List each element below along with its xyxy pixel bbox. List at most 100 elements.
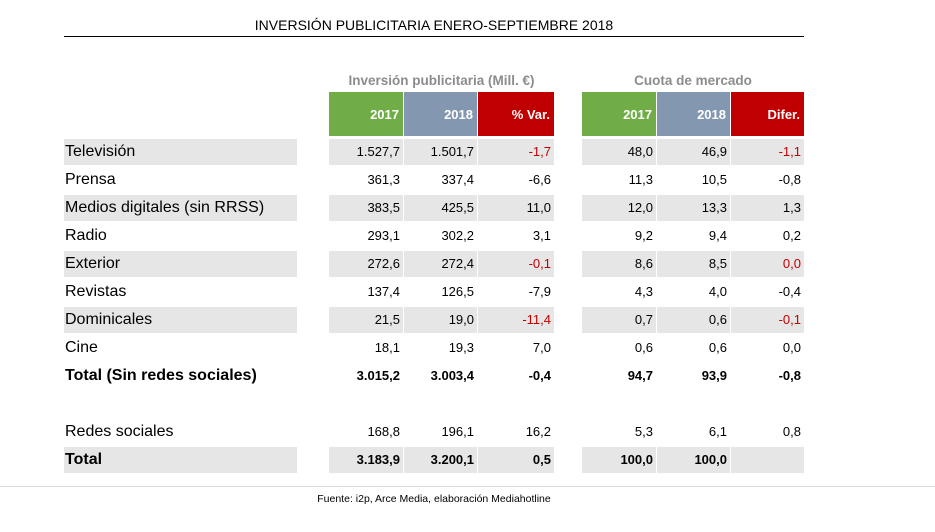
cell-share-difer: 0,8 — [782, 424, 801, 439]
table-row: Televisión 1.527,7 1.501,7 -1,7 48,0 46,9 -1,1 — [0, 139, 935, 165]
cell-inv-2017: 293,1 — [367, 228, 400, 243]
cell-inv-2017: 137,4 — [367, 284, 400, 299]
header-inv-2017: 2017 — [329, 92, 403, 136]
cell-inv-var: 16,2 — [525, 424, 551, 439]
cell-share-2018: 6,1 — [708, 424, 727, 439]
cell-share-2017: 8,6 — [582, 251, 656, 277]
cell-inv-2017: 3.183,9 — [329, 447, 403, 473]
cell-inv-2018: 196,1 — [441, 424, 474, 439]
cell-inv-2018: 302,2 — [441, 228, 474, 243]
header-share-2017: 2017 — [582, 92, 656, 136]
cell-inv-2017: 18,1 — [374, 340, 400, 355]
row-label: Cine — [65, 339, 98, 356]
cell-inv-var: 11,0 — [478, 195, 554, 221]
cell-share-2017: 5,3 — [634, 424, 653, 439]
cell-share-difer: -1,1 — [731, 139, 804, 165]
cell-inv-2017: 168,8 — [367, 424, 400, 439]
cell-inv-var: -11,4 — [478, 307, 554, 333]
cell-share-2018: 13,3 — [657, 195, 730, 221]
cell-share-difer — [731, 447, 804, 473]
row-label: Medios digitales (sin RRSS) — [64, 195, 297, 221]
row-label: Redes sociales — [65, 423, 174, 440]
row-label: Radio — [65, 227, 107, 244]
title-underline — [64, 36, 804, 37]
row-label: Televisión — [64, 139, 297, 165]
row-label: Total — [64, 447, 297, 473]
cell-share-2017: 0,6 — [634, 340, 653, 355]
cell-share-2017: 9,2 — [634, 228, 653, 243]
cell-share-2017: 4,3 — [634, 284, 653, 299]
table-row: Medios digitales (sin RRSS) 383,5 425,5 11,… — [0, 195, 935, 221]
cell-share-2017: 0,7 — [582, 307, 656, 333]
cell-inv-2017: 361,3 — [367, 172, 400, 187]
row-label: Dominicales — [64, 307, 297, 333]
cell-share-difer: -0,8 — [778, 368, 801, 383]
cell-share-difer: -0,4 — [778, 284, 801, 299]
cell-inv-var: -7,9 — [528, 284, 551, 299]
cell-share-2018: 10,5 — [701, 172, 727, 187]
source-note: Fuente: i2p, Arce Media, elaboración Med… — [317, 493, 551, 505]
cell-inv-2018: 425,5 — [404, 195, 477, 221]
table-title: INVERSIÓN PUBLICITARIA ENERO-SEPTIEMBRE … — [254, 17, 614, 33]
cell-inv-2018: 337,4 — [441, 172, 474, 187]
cell-share-2017: 100,0 — [582, 447, 656, 473]
row-label: Prensa — [65, 171, 116, 188]
cell-inv-2018: 19,0 — [404, 307, 477, 333]
cell-inv-var: -1,7 — [478, 139, 554, 165]
table-row: Dominicales 21,5 19,0 -11,4 0,7 0,6 -0,1 — [0, 307, 935, 333]
row-label: Revistas — [65, 283, 127, 300]
cell-inv-var: -0,1 — [478, 251, 554, 277]
cell-share-difer: -0,8 — [778, 172, 801, 187]
cell-share-difer: 0,0 — [731, 251, 804, 277]
cell-share-2018: 0,6 — [657, 307, 730, 333]
footer-divider — [0, 486, 935, 487]
cell-inv-2018: 1.501,7 — [404, 139, 477, 165]
table-row: Cine 18,1 19,3 7,0 0,6 0,6 0,0 — [0, 335, 935, 361]
table-row: Radio 293,1 302,2 3,1 9,2 9,4 0,2 — [0, 223, 935, 249]
cell-inv-var: 7,0 — [532, 340, 551, 355]
cell-share-difer: 1,3 — [731, 195, 804, 221]
cell-share-2018: 0,6 — [708, 340, 727, 355]
cell-inv-2017: 272,6 — [329, 251, 403, 277]
cell-inv-2018: 126,5 — [441, 284, 474, 299]
table-row: Exterior 272,6 272,4 -0,1 8,6 8,5 0,0 — [0, 251, 935, 277]
cell-share-2018: 8,5 — [657, 251, 730, 277]
cell-inv-2018: 3.200,1 — [404, 447, 477, 473]
cell-share-2018: 9,4 — [708, 228, 727, 243]
header-share-2018: 2018 — [657, 92, 730, 136]
cell-share-2018: 4,0 — [708, 284, 727, 299]
cell-share-2018: 46,9 — [657, 139, 730, 165]
cell-share-2018: 93,9 — [701, 368, 727, 383]
cell-inv-2018: 3.003,4 — [430, 368, 474, 383]
cell-share-difer: -0,1 — [731, 307, 804, 333]
cell-share-2017: 12,0 — [582, 195, 656, 221]
social-networks-row: Redes sociales 168,8 196,1 16,2 5,3 6,1 0,8 — [0, 419, 935, 445]
row-label: Exterior — [64, 251, 297, 277]
header-share-difer: Difer. — [731, 92, 804, 136]
cell-inv-var: 3,1 — [532, 228, 551, 243]
header-inv-2018: 2018 — [404, 92, 477, 136]
cell-share-difer: 0,0 — [782, 340, 801, 355]
cell-inv-var: -6,6 — [528, 172, 551, 187]
total-row: Total 3.183,9 3.200,1 0,5 100,0 100,0 — [0, 447, 935, 473]
cell-inv-var: 0,5 — [478, 447, 554, 473]
cell-inv-2017: 1.527,7 — [329, 139, 403, 165]
table-row: Revistas 137,4 126,5 -7,9 4,3 4,0 -0,4 — [0, 279, 935, 305]
cell-inv-2018: 19,3 — [448, 340, 474, 355]
cell-inv-2017: 3.015,2 — [356, 368, 400, 383]
cell-share-2017: 94,7 — [627, 368, 653, 383]
investment-group-header: Inversión publicitaria (Mill. €) — [348, 73, 535, 88]
total-without-social-row: Total (Sin redes sociales) 3.015,2 3.003,4… — [0, 363, 935, 389]
cell-share-2017: 48,0 — [582, 139, 656, 165]
share-group-header: Cuota de mercado — [634, 73, 752, 88]
cell-inv-var: -0,4 — [528, 368, 551, 383]
cell-inv-2017: 21,5 — [329, 307, 403, 333]
cell-share-2017: 11,3 — [628, 172, 653, 187]
table-row: Prensa 361,3 337,4 -6,6 11,3 10,5 -0,8 — [0, 167, 935, 193]
cell-inv-2018: 272,4 — [404, 251, 477, 277]
cell-share-2018: 100,0 — [657, 447, 730, 473]
cell-share-difer: 0,2 — [782, 228, 801, 243]
header-inv-var: % Var. — [478, 92, 554, 136]
cell-inv-2017: 383,5 — [329, 195, 403, 221]
row-label: Total (Sin redes sociales) — [65, 367, 257, 384]
